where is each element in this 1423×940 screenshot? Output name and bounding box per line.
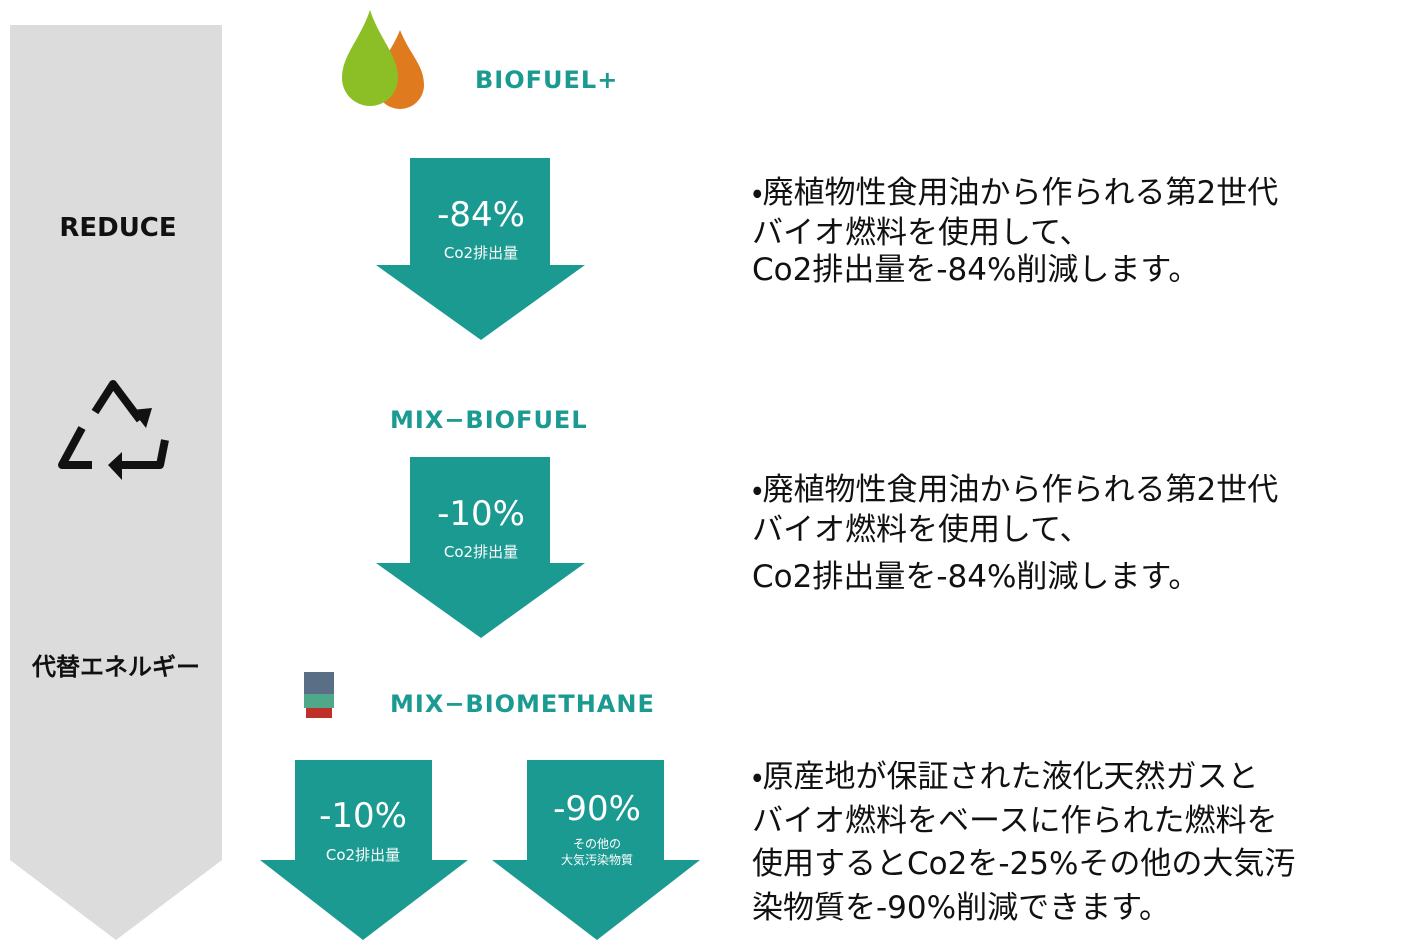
arrow-value: -10%	[437, 494, 525, 534]
description-line: ・廃植物性食用油から作られる第2世代	[752, 175, 1278, 211]
description-line: バイオ燃料を使用して、	[752, 512, 1091, 548]
description-line: Co2排出量を-84%削減します。	[752, 252, 1199, 288]
infographic: REDUCE 代替エネルギー BIOFUEL+ -84% Co2排出量 ・廃植物…	[0, 0, 1423, 940]
description-line: ・廃植物性食用油から作られる第2世代	[752, 472, 1278, 508]
arrow-label: Co2排出量	[326, 846, 400, 864]
arrow-label: Co2排出量	[444, 244, 518, 262]
description-line: Co2排出量を-84%削減します。	[752, 559, 1199, 595]
drops-icon	[342, 10, 424, 109]
side-arrow	[10, 25, 222, 940]
description-line: 使用するとCo2を-25%その他の大気汚	[752, 846, 1295, 882]
description-line: バイオ燃料を使用して、	[752, 215, 1091, 251]
side-top-label: REDUCE	[59, 213, 176, 243]
arrow-label: Co2排出量	[444, 543, 518, 561]
description-line: ・原産地が保証された液化天然ガスと	[752, 759, 1259, 795]
arrow-value: -90%	[553, 789, 641, 829]
arrow-value: -84%	[437, 195, 525, 235]
section-title: BIOFUEL+	[475, 66, 618, 94]
arrow-label: その他の	[573, 837, 621, 851]
section-title: MIX−BIOFUEL	[390, 406, 588, 434]
arrow-value: -10%	[319, 796, 407, 836]
description-line: バイオ燃料をベースに作られた燃料を	[752, 803, 1277, 839]
arrow-label: 大気汚染物質	[561, 852, 633, 867]
side-bottom-label: 代替エネルギー	[31, 653, 200, 681]
ship-icon	[304, 672, 334, 718]
description-line: 染物質を-90%削減できます。	[752, 890, 1170, 926]
section-title: MIX−BIOMETHANE	[390, 690, 655, 718]
